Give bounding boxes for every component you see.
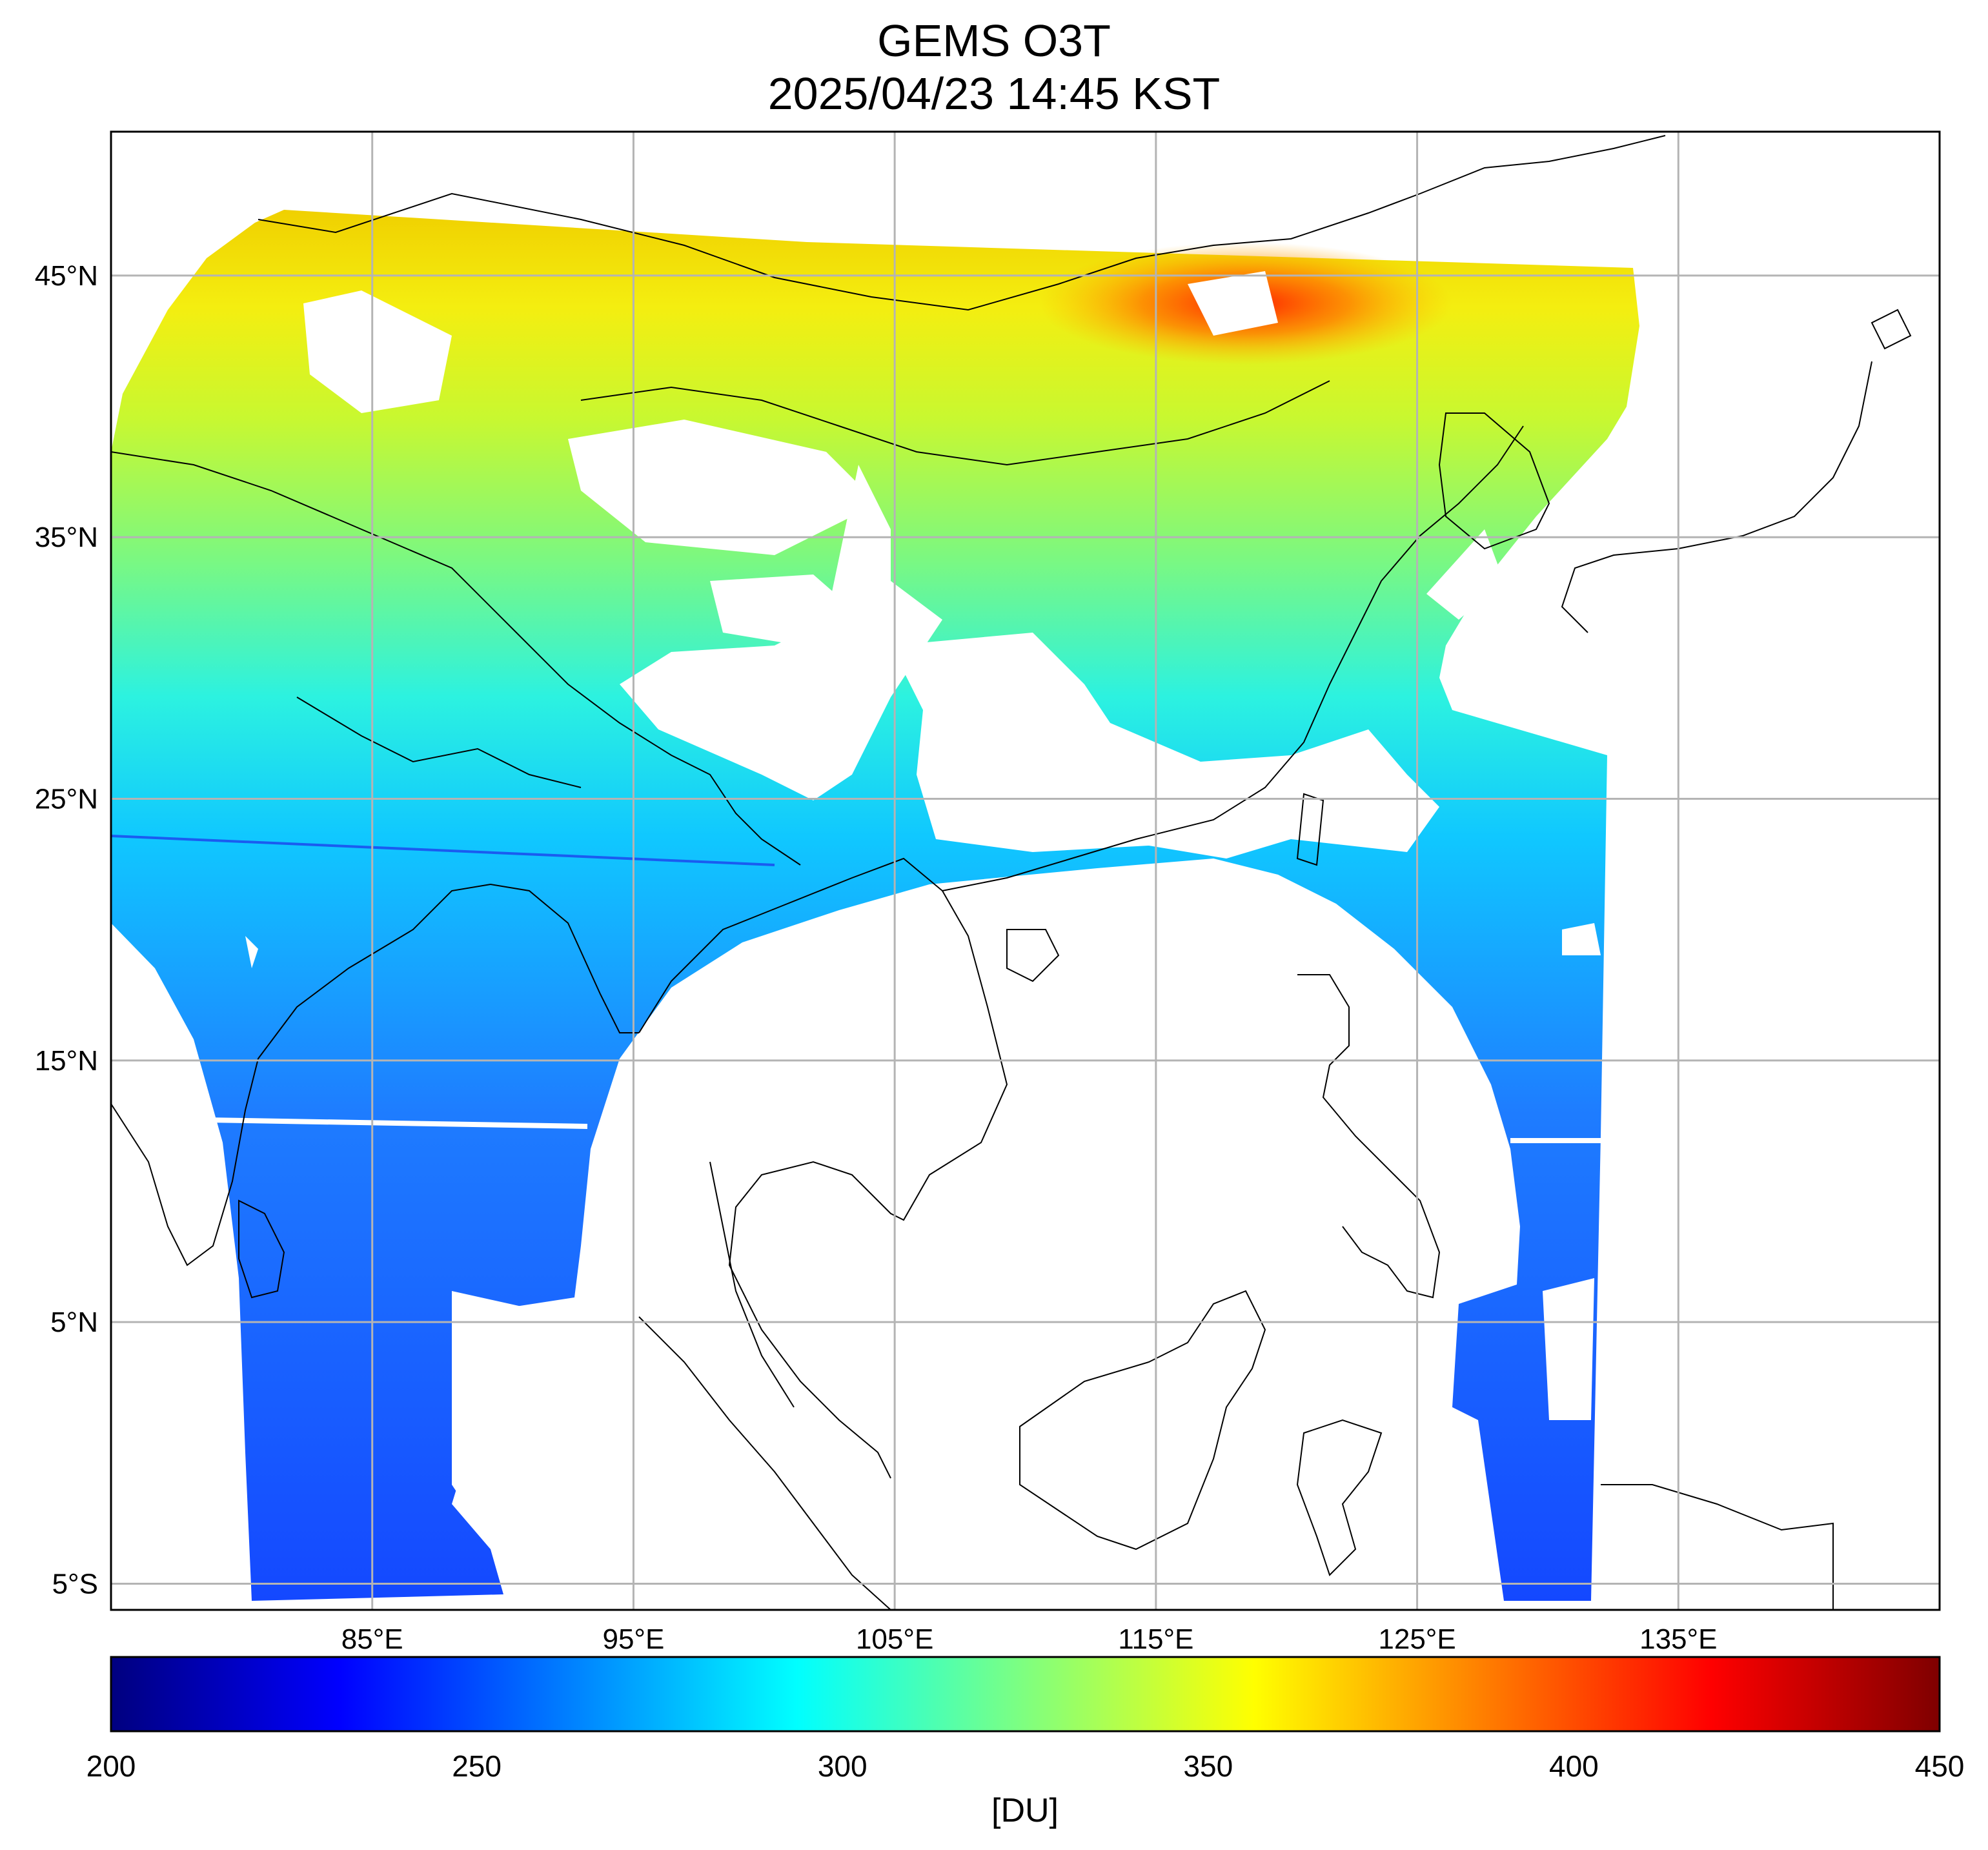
scan-line-gap [206, 1117, 588, 1129]
philippines [1297, 974, 1441, 1299]
lat-tick-label: 25°N [35, 784, 98, 815]
burma-coast [490, 884, 639, 1033]
map-title: GEMS O3T [877, 15, 1111, 66]
colorbar-tick-label: 450 [1915, 1749, 1965, 1783]
lon-tick-label: 95°E [602, 1623, 664, 1655]
japan [1561, 361, 1872, 633]
colorbar [110, 1656, 1941, 1733]
colorbar-tick-label: 350 [1183, 1749, 1233, 1783]
lat-tick-label: 15°N [35, 1045, 98, 1077]
sumatra [638, 1316, 891, 1610]
sri-lanka [238, 1199, 285, 1299]
scan-line-artifact [111, 835, 775, 866]
colorbar-tick-label: 400 [1549, 1749, 1599, 1783]
lat-tick-labels: 45°N 35°N 25°N 15°N 5°N 5°S [35, 260, 98, 1600]
colorbar-tick-label: 200 [86, 1749, 136, 1783]
japan-hokkaido [1871, 309, 1912, 350]
lon-tick-label: 125°E [1378, 1623, 1456, 1655]
interior-border-2 [296, 696, 582, 788]
interior-border-3 [580, 380, 1330, 466]
hainan [1006, 929, 1060, 982]
lon-tick-label: 115°E [1118, 1623, 1193, 1655]
map-subtitle: 2025/04/23 14:45 KST [767, 68, 1221, 119]
india-coast [111, 884, 491, 1266]
china-coast [942, 425, 1524, 891]
lon-tick-label: 85°E [341, 1623, 403, 1655]
interior-border [111, 451, 801, 866]
lon-tick-label: 135°E [1639, 1623, 1717, 1655]
indochina-coast [638, 857, 1008, 1479]
lat-tick-label: 5°N [50, 1306, 98, 1338]
lat-tick-label: 5°S [52, 1568, 98, 1600]
gridlines [111, 132, 1940, 1610]
coastlines [111, 135, 1912, 1610]
lat-tick-label: 35°N [35, 522, 98, 553]
plot-frame [110, 130, 1941, 1611]
lon-tick-label: 105°E [856, 1623, 933, 1655]
colorbar-unit: [DU] [991, 1792, 1059, 1829]
colorbar-tick-label: 300 [818, 1749, 867, 1783]
borneo [1019, 1290, 1266, 1550]
malay-peninsula [709, 1161, 795, 1408]
north-border [258, 135, 1666, 311]
lon-tick-labels: 85°E 95°E 105°E 115°E 125°E 135°E [341, 1623, 1718, 1655]
map-plot-area [111, 132, 1940, 1610]
sulawesi [1296, 1419, 1383, 1576]
korea [1438, 412, 1550, 550]
cloud-gaps [245, 271, 1601, 1562]
ozone-swath [111, 210, 1639, 1601]
colorbar-tick-labels: 200 250 300 350 400 450 [86, 1749, 1965, 1783]
lat-tick-label: 45°N [35, 260, 98, 292]
new-guinea [1601, 1484, 1834, 1610]
colorbar-tick-label: 250 [452, 1749, 502, 1783]
